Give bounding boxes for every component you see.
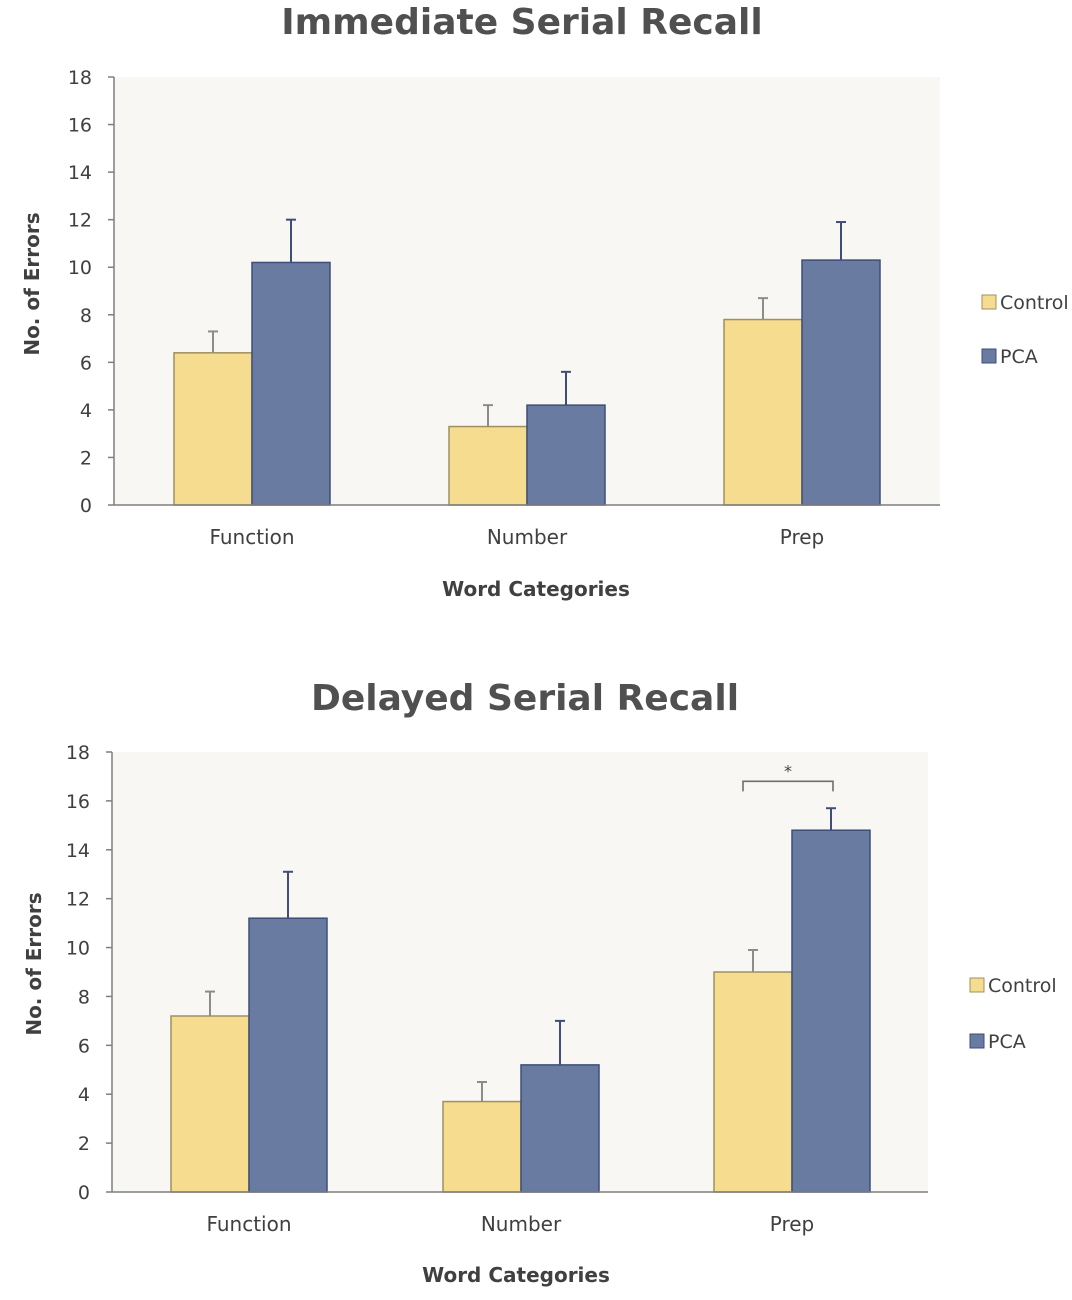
bar-marks (173, 218, 881, 506)
bar-control-function (170, 1015, 250, 1193)
legend-swatch-pca (969, 1033, 985, 1049)
bar-control-number (448, 425, 528, 506)
y-tick-label: 0 (78, 1182, 90, 1204)
bar-pca-function (248, 917, 328, 1193)
y-tick-label: 18 (66, 742, 90, 764)
y-tick-label: 14 (66, 840, 90, 862)
significance-markers: * (742, 761, 834, 792)
y-tick-label: 0 (80, 495, 92, 517)
x-category-labels: Function Number Prep (209, 525, 824, 549)
bar-pca-prep (791, 829, 871, 1193)
legend-swatch-pca (981, 348, 997, 364)
axes (106, 751, 928, 1193)
bar-pca-number (520, 1064, 600, 1193)
legend-label-pca: PCA (1000, 346, 1038, 368)
legend: Control PCA (969, 975, 1057, 1053)
delayed-serial-recall-chart: Delayed Serial Recall 0 2 4 6 8 10 12 14… (22, 678, 1057, 1287)
y-tick-labels: 0 2 4 6 8 10 12 14 16 18 (66, 742, 90, 1204)
axes (108, 76, 940, 506)
x-category-label: Number (487, 525, 568, 549)
y-tick-label: 4 (78, 1084, 90, 1106)
y-tick-label: 2 (78, 1133, 90, 1155)
y-axis-title: No. of Errors (20, 212, 44, 355)
legend-label-pca: PCA (988, 1031, 1026, 1053)
bar-control-number (442, 1100, 522, 1193)
y-tick-label: 6 (78, 1035, 90, 1057)
y-tick-label: 8 (78, 986, 90, 1008)
bar-pca-prep (801, 259, 881, 506)
legend: Control PCA (981, 292, 1069, 368)
x-category-label: Function (206, 1212, 291, 1236)
y-tick-label: 10 (66, 938, 90, 960)
x-axis-title: Word Categories (442, 577, 630, 601)
y-tick-label: 14 (68, 162, 92, 184)
y-tick-label: 18 (68, 67, 92, 89)
y-tick-label: 12 (66, 889, 90, 911)
x-category-label: Function (209, 525, 294, 549)
bar-control-prep (723, 318, 803, 506)
x-category-label: Prep (780, 525, 825, 549)
legend-swatch-control (969, 977, 985, 993)
significance-bracket (742, 780, 834, 792)
legend-label-control: Control (1000, 292, 1069, 314)
legend-swatch-control (981, 294, 997, 310)
y-tick-label: 10 (68, 257, 92, 279)
significance-label: * (784, 761, 792, 780)
y-axis-title: No. of Errors (22, 892, 46, 1035)
bar-pca-number (526, 404, 606, 506)
x-category-label: Number (481, 1212, 562, 1236)
y-tick-label: 12 (68, 210, 92, 232)
legend-label-control: Control (988, 975, 1057, 997)
x-axis-title: Word Categories (422, 1263, 610, 1287)
y-tick-label: 4 (80, 400, 92, 422)
y-tick-label: 16 (66, 791, 90, 813)
y-tick-label: 6 (80, 352, 92, 374)
bar-pca-function (251, 261, 331, 506)
bar-control-prep (713, 971, 793, 1193)
chart-title: Delayed Serial Recall (311, 678, 739, 719)
x-category-label: Prep (770, 1212, 815, 1236)
bar-marks (170, 807, 871, 1193)
y-tick-labels: 0 2 4 6 8 10 12 14 16 18 (68, 67, 92, 517)
y-tick-label: 2 (80, 447, 92, 469)
bar-control-function (173, 352, 253, 506)
chart-title: Immediate Serial Recall (281, 2, 762, 43)
y-tick-label: 8 (80, 305, 92, 327)
y-tick-label: 16 (68, 115, 92, 137)
immediate-serial-recall-chart: Immediate Serial Recall 0 2 4 6 8 10 12 … (20, 2, 1069, 601)
x-category-labels: Function Number Prep (206, 1212, 814, 1236)
